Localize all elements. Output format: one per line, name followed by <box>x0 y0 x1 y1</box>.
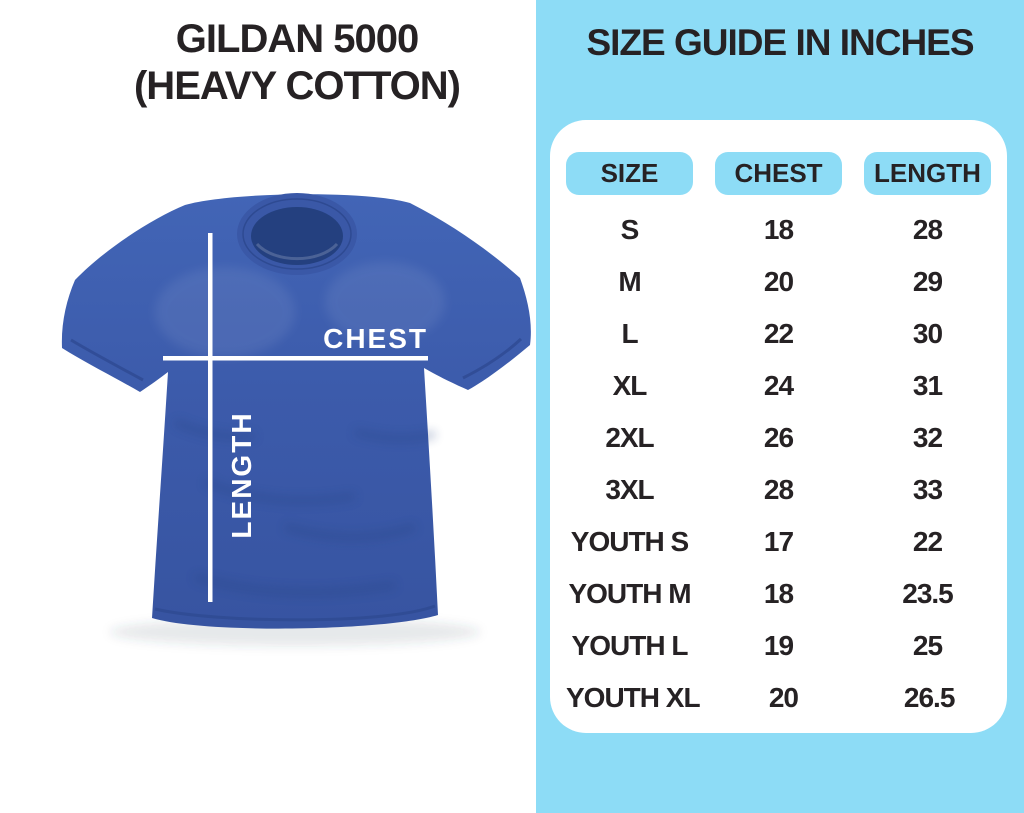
cell-length: 26.5 <box>903 682 955 713</box>
size-table-card: SIZE CHEST LENGTH S 18 28 M 20 29 L 22 30 XL 24 31 2… <box>550 120 1007 733</box>
table-row: 3XL 28 33 <box>566 464 991 516</box>
cell-size: S <box>620 214 640 245</box>
shirt-collar <box>237 193 357 275</box>
cell-length: 22 <box>912 526 943 557</box>
size-guide-panel: SIZE GUIDE IN INCHES SIZE CHEST LENGTH S… <box>536 0 1024 813</box>
cell-length: 25 <box>912 630 943 661</box>
product-title-line2: (HEAVY COTTON) <box>133 64 461 108</box>
cell-length: 31 <box>912 370 943 401</box>
cell-size: YOUTH L <box>571 630 689 661</box>
cell-chest: 20 <box>763 266 794 297</box>
cell-length: 33 <box>912 474 943 505</box>
cell-size: YOUTH M <box>568 578 691 609</box>
product-title: GILDAN 5000 (HEAVY COTTON) <box>40 16 554 110</box>
cell-size: M <box>618 266 641 297</box>
table-row: YOUTH M 18 23.5 <box>566 568 991 620</box>
table-row: 2XL 26 32 <box>566 412 991 464</box>
cell-size: YOUTH XL <box>566 682 701 713</box>
product-title-line1: GILDAN 5000 <box>175 17 419 61</box>
cell-size: YOUTH S <box>570 526 689 557</box>
cell-size: XL <box>612 370 648 401</box>
cell-length: 32 <box>912 422 943 453</box>
size-table-body: S 18 28 M 20 29 L 22 30 XL 24 31 2XL 26 32 3XL 28 33 YOUTH… <box>566 204 991 724</box>
cell-chest: 20 <box>768 682 799 713</box>
cell-size: 3XL <box>605 474 654 505</box>
cell-chest: 22 <box>763 318 794 349</box>
chest-line <box>163 356 428 361</box>
length-line <box>208 233 213 602</box>
table-row: S 18 28 <box>566 204 991 256</box>
shirt-seams <box>70 337 523 622</box>
table-row: XL 24 31 <box>566 360 991 412</box>
shirt-wrinkles <box>173 418 436 596</box>
tshirt-svg: CHEST LENGTH <box>61 193 531 646</box>
size-guide-title: SIZE GUIDE IN INCHES <box>586 22 974 63</box>
cell-chest: 18 <box>763 578 794 609</box>
cell-chest: 24 <box>763 370 794 401</box>
size-table-header: SIZE CHEST LENGTH <box>566 152 991 195</box>
cell-chest: 26 <box>763 422 794 453</box>
table-row: YOUTH S 17 22 <box>566 516 991 568</box>
tshirt-image: CHEST LENGTH <box>55 182 537 669</box>
shirt-highlights <box>155 262 445 357</box>
cell-length: 28 <box>912 214 943 245</box>
column-header-chest: CHEST <box>715 152 842 195</box>
cell-chest: 18 <box>763 214 794 245</box>
table-row: YOUTH XL 20 26.5 <box>566 672 991 724</box>
length-label: LENGTH <box>226 411 257 538</box>
cell-chest: 17 <box>763 526 794 557</box>
chest-label: CHEST <box>323 323 428 354</box>
cell-size: 2XL <box>605 422 654 453</box>
cell-chest: 19 <box>763 630 794 661</box>
measurement-lines: CHEST LENGTH <box>163 233 428 602</box>
cell-length: 30 <box>912 318 943 349</box>
cell-chest: 28 <box>763 474 794 505</box>
cell-length: 23.5 <box>902 578 954 609</box>
table-row: L 22 30 <box>566 308 991 360</box>
cell-size: L <box>621 318 638 349</box>
table-row: M 20 29 <box>566 256 991 308</box>
column-header-length: LENGTH <box>864 152 991 195</box>
cell-length: 29 <box>912 266 943 297</box>
column-header-size: SIZE <box>566 152 693 195</box>
table-row: YOUTH L 19 25 <box>566 620 991 672</box>
